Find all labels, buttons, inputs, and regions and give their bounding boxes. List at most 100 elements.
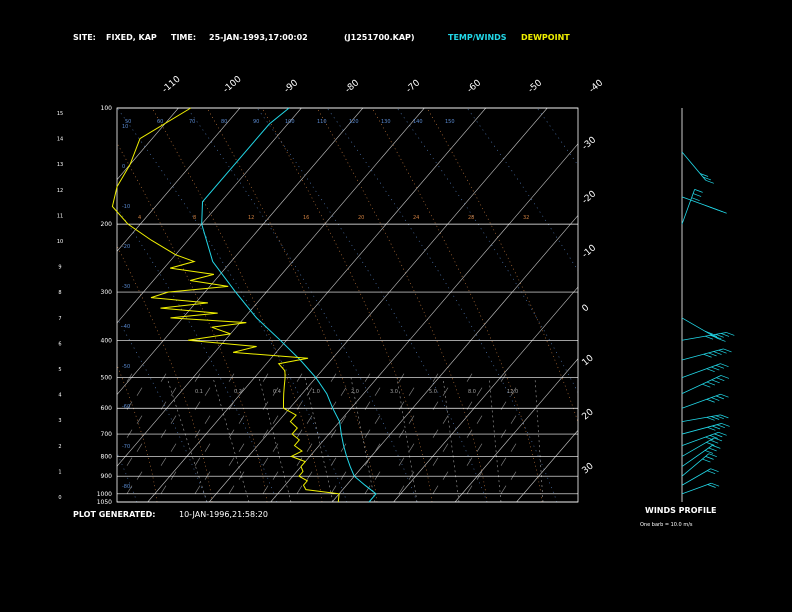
dry-adiabat-label: 80	[221, 119, 227, 125]
grid-tick	[500, 429, 507, 438]
grid-tick	[374, 443, 381, 452]
wind-barb	[681, 151, 707, 181]
wind-barb	[681, 468, 711, 486]
grid-tick	[306, 387, 313, 396]
height-tick-label: 14	[57, 137, 63, 143]
dry-adiabat-label: 60	[157, 119, 163, 125]
pressure-tick-label: 1050	[97, 499, 112, 506]
wind-barb-flag	[715, 334, 724, 338]
wind-barb-flag	[716, 377, 725, 381]
wind-barb-flag	[707, 426, 716, 431]
grid-tick	[500, 457, 507, 466]
wind-barb-flag	[708, 333, 718, 337]
mixing-ratio-line	[258, 377, 292, 502]
isotherm-line	[270, 143, 578, 502]
winds-barb-note: One barb = 10.0 m/s	[640, 522, 693, 528]
height-tick-label: 7	[58, 316, 61, 322]
wind-barb-flag	[720, 414, 729, 419]
grid-tick	[272, 387, 279, 396]
mixing-ratio-line	[488, 377, 502, 502]
moist-adiabat-label: 20	[358, 215, 364, 221]
wind-barb-flag	[691, 197, 700, 202]
wind-barb-flag	[711, 482, 720, 487]
grid-tick	[374, 387, 381, 396]
grid-tick	[432, 457, 439, 466]
height-tick-label: 1	[58, 469, 61, 475]
grid-tick	[398, 457, 405, 466]
grid-tick	[398, 429, 405, 438]
wind-barb-flag	[706, 398, 715, 403]
isotherm-line	[208, 108, 548, 502]
theta-label: -10	[122, 204, 130, 210]
isotherm-line	[117, 108, 179, 181]
moist-adiabat	[426, 108, 578, 424]
plot-frame	[116, 107, 579, 503]
grid-tick	[204, 387, 211, 396]
isotherm-label: -110	[161, 74, 183, 95]
wind-barb	[681, 332, 727, 341]
grid-tick	[476, 443, 483, 452]
dry-adiabat-label: 140	[413, 119, 423, 125]
pressure-tick-label: 800	[101, 453, 113, 460]
grid-tick	[364, 457, 371, 466]
isotherm-line	[393, 286, 578, 502]
wind-barb-flag	[693, 193, 702, 197]
grid-tick	[398, 485, 405, 494]
moist-adiabat-label: 4	[138, 215, 141, 221]
grid-tick	[408, 471, 415, 480]
wind-barb-flag	[702, 176, 712, 181]
dewpoint-line	[111, 107, 340, 503]
mixing-ratio-label: 1.0	[312, 389, 320, 395]
moist-adiabat-label: 12	[248, 215, 254, 221]
theta-label: -40	[122, 324, 130, 330]
wind-barb-flag	[706, 442, 715, 446]
wind-barb-flag	[716, 424, 725, 429]
mixing-ratio-label: 8.0	[468, 389, 476, 395]
grid-tick	[408, 387, 415, 396]
moist-adiabat	[316, 108, 488, 502]
grid-tick	[340, 443, 347, 452]
grid-tick	[194, 485, 201, 494]
moist-adiabat-label: 28	[468, 215, 474, 221]
grid-tick	[510, 387, 517, 396]
grid-tick	[204, 471, 211, 480]
height-tick-label: 12	[57, 188, 63, 194]
mixing-ratio-label: 0.1	[195, 389, 203, 395]
temperature-line	[201, 107, 377, 503]
grid-tick	[340, 387, 347, 396]
height-tick-label: 3	[58, 418, 61, 424]
moist-adiabat-label: 24	[413, 215, 419, 221]
wind-barb-flag	[713, 335, 722, 340]
wind-barb-flag	[711, 379, 720, 384]
grid-tick	[272, 443, 279, 452]
height-tick-label: 9	[58, 265, 61, 271]
grid-tick	[272, 415, 279, 424]
isotherm-label: -70	[405, 78, 423, 95]
height-tick-label: 11	[57, 213, 63, 219]
wind-barb-flag	[712, 445, 721, 449]
isotherm-label: -100	[222, 74, 244, 95]
right-temp-label: -30	[581, 135, 599, 152]
site-value: FIXED, KAP	[106, 33, 157, 42]
grid-tick	[466, 457, 473, 466]
time-value: 25-JAN-1993,17:00:02	[209, 33, 308, 42]
wind-barb-flag	[711, 366, 720, 371]
isotherm-line	[516, 429, 578, 502]
dry-adiabat-label: 130	[381, 119, 391, 125]
wind-barb	[681, 189, 696, 225]
grid-tick	[160, 485, 167, 494]
dry-adiabat	[117, 317, 208, 502]
theta-label: -60	[122, 404, 130, 410]
dry-adiabat	[396, 108, 578, 394]
dry-adiabat-label: 50	[125, 119, 131, 125]
grid-tick	[296, 457, 303, 466]
wind-barb	[681, 375, 722, 395]
grid-tick	[238, 387, 245, 396]
moist-adiabat	[371, 108, 543, 502]
dry-adiabat	[326, 108, 558, 502]
mixing-ratio-line	[581, 378, 585, 502]
wind-barb-flag	[706, 416, 715, 421]
height-tick-label: 6	[58, 341, 61, 347]
moist-adiabat	[117, 142, 268, 502]
wind-barb	[681, 423, 722, 435]
